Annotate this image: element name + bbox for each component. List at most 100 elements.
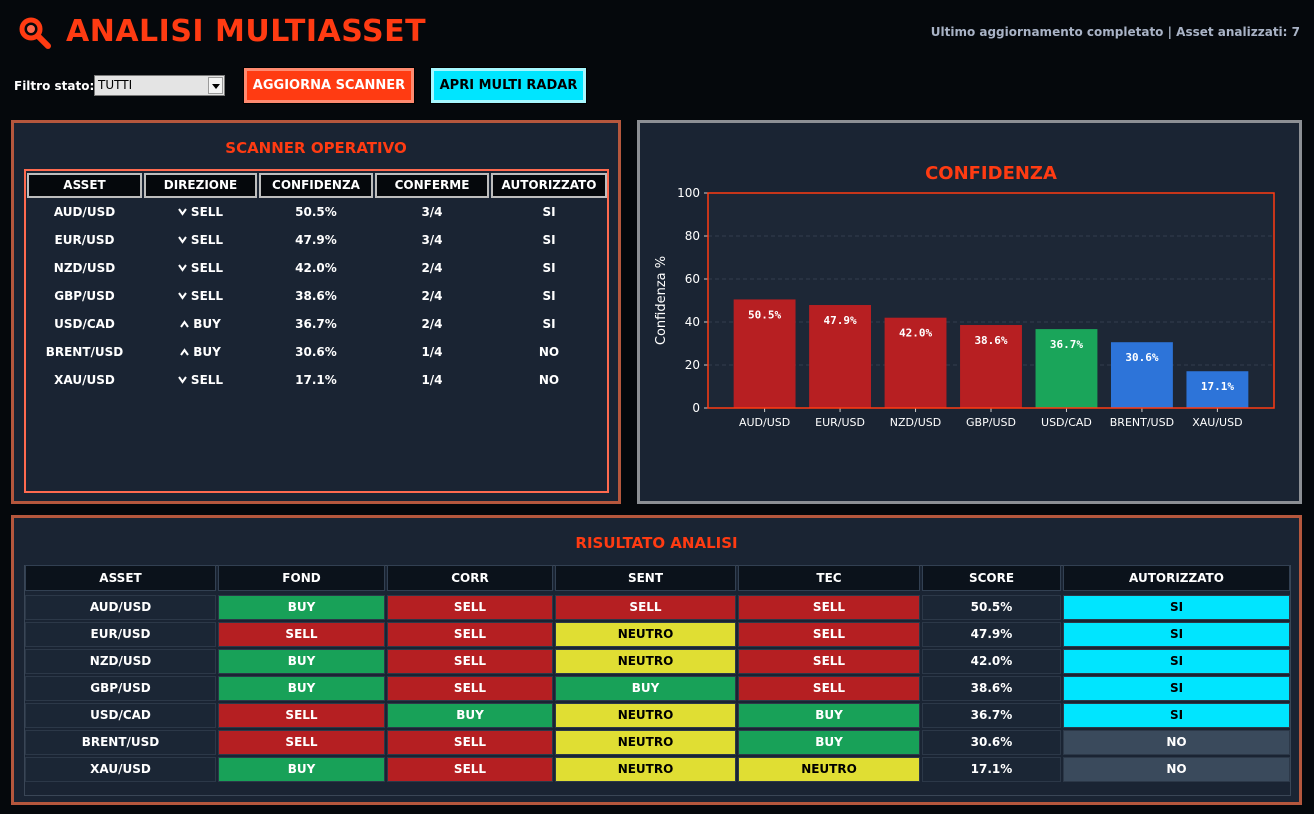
result-cell-score: 42.0% — [922, 649, 1061, 674]
result-cell-auth: SI — [1063, 676, 1290, 701]
scanner-cell-asset: EUR/USD — [54, 233, 115, 247]
result-cell-sent: SELL — [555, 595, 736, 620]
y-tick-label: 40 — [685, 315, 700, 329]
scanner-cell-confidence: 36.7% — [295, 317, 337, 331]
result-cell-sent: NEUTRO — [555, 757, 736, 782]
filter-value: TUTTI — [98, 78, 133, 92]
chevron-down-icon[interactable] — [208, 77, 223, 94]
scanner-cell-direction: BUY — [144, 344, 257, 360]
scanner-cell-confirms: 2/4 — [421, 289, 443, 303]
scanner-cell-confidence: 42.0% — [295, 261, 337, 275]
app-title: ANALISI MULTIASSET — [66, 14, 427, 49]
result-header-score: SCORE — [922, 565, 1061, 591]
result-cell-tec: BUY — [738, 703, 920, 728]
scanner-cell-confidence: 17.1% — [295, 373, 337, 387]
x-tick-label: GBP/USD — [966, 416, 1016, 429]
scanner-cell-confirms: 3/4 — [421, 233, 443, 247]
arrow-down-icon — [178, 264, 187, 272]
scanner-cell-authorized: SI — [542, 289, 556, 303]
result-cell-sent: NEUTRO — [555, 730, 736, 755]
bar-value-label: 17.1% — [1201, 380, 1234, 393]
status-text: Ultimo aggiornamento completato | Asset … — [930, 25, 1300, 39]
result-cell-tec: BUY — [738, 730, 920, 755]
direction-label: SELL — [190, 289, 224, 303]
open-multi-radar-button[interactable]: APRI MULTI RADAR — [430, 67, 587, 104]
result-cell-asset: NZD/USD — [25, 649, 216, 674]
result-cell-auth: SI — [1063, 649, 1290, 674]
result-cell-corr: SELL — [387, 595, 553, 620]
scanner-cell-confirms: 1/4 — [421, 345, 443, 359]
scanner-cell-authorized: SI — [542, 233, 556, 247]
bar-brent-usd — [1110, 342, 1173, 408]
scanner-cell-confirms: 2/4 — [421, 261, 443, 275]
result-cell-asset: EUR/USD — [25, 622, 216, 647]
x-tick-label: AUD/USD — [739, 416, 790, 429]
scanner-header-conferme: CONFERME — [375, 173, 489, 198]
arrow-up-icon — [180, 348, 190, 356]
x-tick-label: NZD/USD — [890, 416, 941, 429]
scanner-cell-authorized: SI — [542, 317, 556, 331]
direction-label: SELL — [190, 233, 224, 247]
scanner-cell-confidence: 38.6% — [295, 289, 337, 303]
direction-label: SELL — [190, 261, 224, 275]
result-cell-corr: BUY — [387, 703, 553, 728]
scanner-panel: SCANNER OPERATIVO ASSET DIREZIONE CONFIDEN… — [11, 120, 621, 504]
scanner-cell-authorized: NO — [538, 373, 560, 387]
scanner-cell-asset: NZD/USD — [53, 261, 116, 275]
refresh-scanner-button[interactable]: AGGIORNA SCANNER — [243, 67, 415, 104]
result-cell-score: 36.7% — [922, 703, 1061, 728]
bar-usd-cad — [1035, 329, 1098, 408]
result-cell-asset: XAU/USD — [25, 757, 216, 782]
bar-value-label: 47.9% — [824, 314, 857, 327]
result-header-sent: SENT — [555, 565, 736, 591]
scanner-cell-confidence: 50.5% — [295, 205, 337, 219]
scanner-cell-confirms: 3/4 — [421, 205, 443, 219]
result-cell-fond: BUY — [218, 757, 385, 782]
chart-panel: CONFIDENZA 0 20 40 60 80 100 Confidenza % 50.5% A… — [637, 120, 1302, 504]
scanner-cell-confirms: 1/4 — [421, 373, 443, 387]
arrow-down-icon — [178, 376, 187, 384]
result-cell-fond: SELL — [218, 703, 385, 728]
scanner-cell-confidence: 30.6% — [295, 345, 337, 359]
bar-xau-usd — [1186, 371, 1249, 408]
scanner-cell-authorized: SI — [542, 205, 556, 219]
scanner-cell-direction: SELL — [144, 288, 257, 304]
result-cell-fond: BUY — [218, 595, 385, 620]
y-tick-label: 60 — [685, 272, 700, 286]
scanner-cell-direction: SELL — [144, 204, 257, 220]
filter-select[interactable]: TUTTI — [94, 75, 225, 96]
result-cell-tec: SELL — [738, 649, 920, 674]
result-header-fond: FOND — [218, 565, 385, 591]
result-cell-score: 30.6% — [922, 730, 1061, 755]
result-cell-score: 50.5% — [922, 595, 1061, 620]
bar-value-label: 50.5% — [748, 308, 781, 321]
y-tick-label: 0 — [692, 401, 700, 415]
result-cell-sent: NEUTRO — [555, 703, 736, 728]
scanner-cell-direction: SELL — [144, 232, 257, 248]
result-header-tec: TEC — [738, 565, 920, 591]
result-cell-fond: BUY — [218, 649, 385, 674]
result-panel: RISULTATO ANALISI ASSET FOND CORR SENT TEC SC… — [11, 515, 1302, 805]
bar-value-label: 38.6% — [974, 334, 1007, 347]
direction-label: BUY — [193, 345, 221, 359]
scanner-cell-authorized: NO — [538, 345, 560, 359]
scanner-cell-asset: GBP/USD — [54, 289, 115, 303]
bar-value-label: 30.6% — [1125, 351, 1158, 364]
scanner-header-asset: ASSET — [27, 173, 142, 198]
result-title: RISULTATO ANALISI — [575, 534, 738, 552]
bar-nzd-usd — [884, 317, 947, 408]
result-cell-corr: SELL — [387, 730, 553, 755]
result-cell-score: 47.9% — [922, 622, 1061, 647]
scanner-header-confidenza: CONFIDENZA — [259, 173, 373, 198]
result-cell-tec: NEUTRO — [738, 757, 920, 782]
arrow-down-icon — [178, 292, 187, 300]
scanner-cell-asset: AUD/USD — [53, 205, 116, 219]
result-cell-score: 17.1% — [922, 757, 1061, 782]
direction-label: BUY — [193, 317, 221, 331]
result-cell-auth: NO — [1063, 730, 1290, 755]
result-cell-auth: SI — [1063, 703, 1290, 728]
scanner-table: ASSET DIREZIONE CONFIDENZA CONFERME AUTORIZZ… — [24, 169, 609, 493]
direction-label: SELL — [190, 205, 224, 219]
arrow-down-icon — [178, 236, 187, 244]
result-header-corr: CORR — [387, 565, 553, 591]
